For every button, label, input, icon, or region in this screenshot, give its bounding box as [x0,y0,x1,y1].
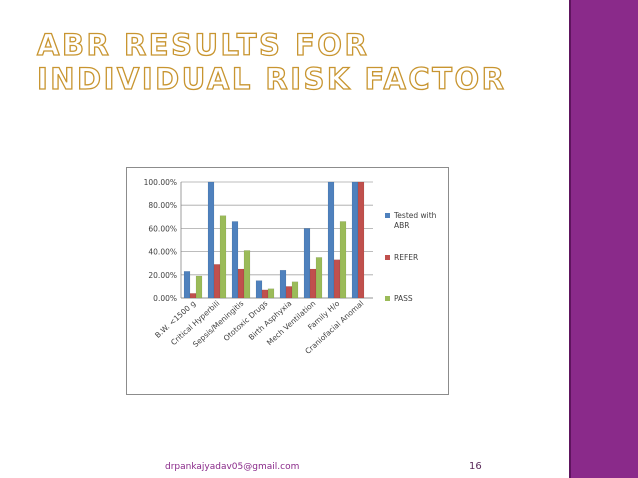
bar-refer [309,268,317,299]
chart-frame: 0.00% 20.00% 40.00% 60.00% 80.00% 100.00% B.W.… [126,167,449,395]
bar-tested [183,271,191,299]
bar-refer [357,181,365,299]
page-number: 16 [469,461,482,472]
decorative-side-band [569,0,638,478]
y-tick-label: 40.00% [148,248,177,257]
bar-tested [303,228,311,299]
side-band-edge [569,0,571,478]
legend-label: REFER [394,253,418,262]
bar-refer [189,293,197,299]
bar-pass [339,221,347,299]
bar-tested [231,221,239,299]
bar-tested [207,181,215,299]
bar-pass [315,257,323,299]
bar-refer [237,268,245,299]
bar-pass [291,281,299,299]
y-tick-label: 100.00% [144,178,177,187]
bar-chart: 0.00%20.00%40.00%60.00%80.00%100.00%B.W.… [144,178,437,356]
legend-swatch [385,296,390,301]
bar-tested [255,280,263,299]
slide-title: ABR Results for individual risk factor [36,27,507,96]
y-tick-label: 0.00% [153,294,177,303]
legend-swatch [385,255,390,260]
bar-tested [279,269,287,299]
y-tick-label: 80.00% [148,201,177,210]
legend-swatch [385,213,390,218]
bar-refer [285,286,293,299]
bar-refer [213,264,221,299]
legend-label: Tested with ABR [393,211,437,230]
legend-label: PASS [394,294,413,303]
footer-email: drpankajyadav05@gmail.com [165,462,300,472]
bar-refer [261,289,269,299]
bar-refer [333,259,341,299]
y-tick-label: 60.00% [148,224,177,233]
bar-pass [195,275,203,299]
bar-pass [243,250,251,299]
bar-pass [267,288,275,299]
bar-tested [351,181,359,299]
y-tick-label: 20.00% [148,271,177,280]
bar-tested [327,181,335,299]
bar-pass [219,215,227,299]
